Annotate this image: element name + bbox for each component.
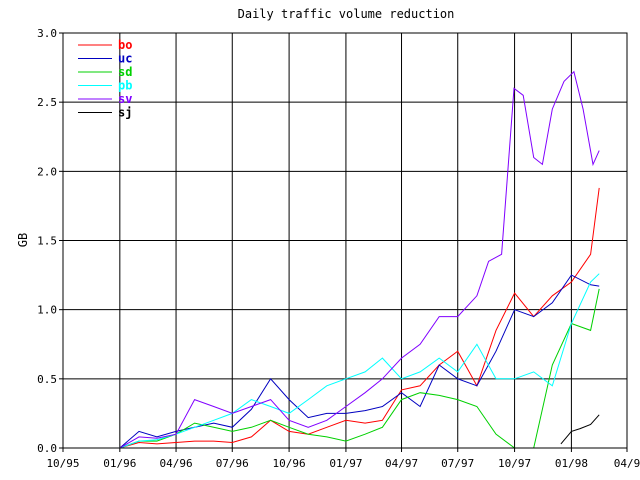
- series-layer: [119, 70, 600, 449]
- x-tick-label: 10/97: [498, 457, 531, 470]
- series-line-bo: [119, 187, 600, 449]
- x-tick-label: 01/98: [555, 457, 588, 470]
- y-axis-label: GB: [16, 233, 30, 247]
- x-tick-label: 04/97: [385, 457, 418, 470]
- legend-label-uc: uc: [118, 52, 132, 66]
- series-line-sj: [560, 414, 600, 445]
- x-tick-label: 10/95: [46, 457, 79, 470]
- y-tick-label: 0.0: [37, 442, 57, 455]
- x-tick-label: 07/96: [216, 457, 249, 470]
- series-line-sv: [119, 70, 600, 449]
- x-tick-label: 04/96: [159, 457, 192, 470]
- legend-label-bo: bo: [118, 38, 132, 52]
- x-tick-labels: 10/95 01/96 04/96 07/96 10/96 01/97 04/97 07/97…: [46, 448, 640, 470]
- legend-label-sd: sd: [118, 65, 132, 79]
- chart-title: Daily traffic volume reduction: [238, 7, 455, 21]
- legend-label-sj: sj: [118, 106, 132, 120]
- y-tick-label: 3.0: [37, 27, 57, 40]
- y-tick-label: 2.5: [37, 96, 57, 109]
- legend-label-sv: sv: [118, 92, 132, 106]
- x-tick-label: 07/97: [441, 457, 474, 470]
- series-line-pb: [119, 273, 600, 449]
- x-tick-label: 10/96: [273, 457, 306, 470]
- y-tick-label: 0.5: [37, 373, 57, 386]
- x-tick-label: 01/97: [329, 457, 362, 470]
- x-tick-label: 01/96: [103, 457, 136, 470]
- x-tick-label: 04/9: [614, 457, 640, 470]
- series-line-uc: [119, 274, 600, 449]
- y-tick-label: 1.0: [37, 304, 57, 317]
- y-tick-labels: 0.0 0.5 1.0 1.5 2.0 2.5 3.0: [37, 27, 63, 455]
- y-tick-label: 1.5: [37, 235, 57, 248]
- legend-label-pb: pb: [118, 79, 132, 93]
- y-tick-label: 2.0: [37, 165, 57, 178]
